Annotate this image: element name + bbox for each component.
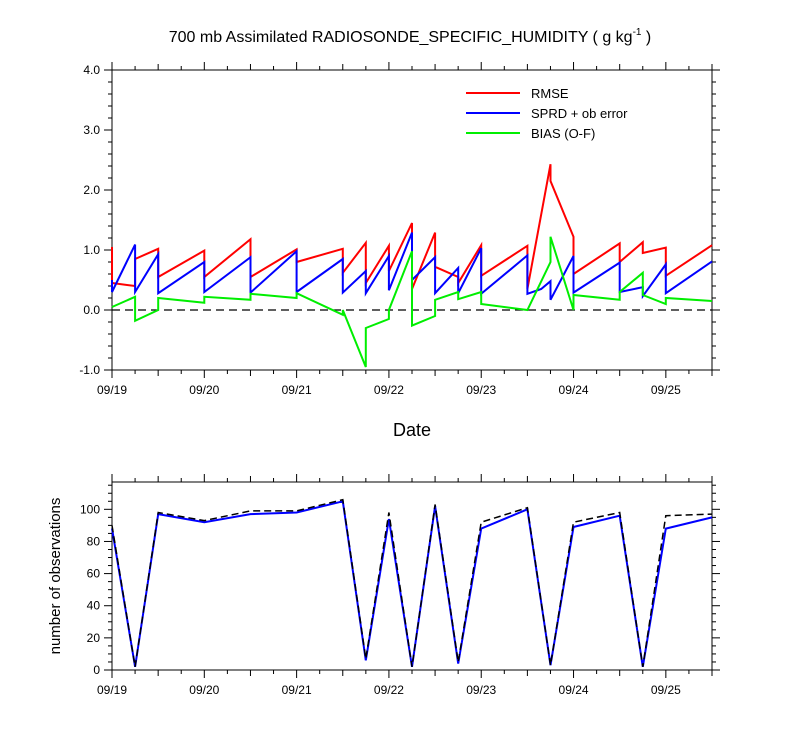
y-tick-label: 100 [80, 502, 100, 516]
y-tick-label: 60 [87, 567, 101, 581]
y-tick-label: 4.0 [83, 63, 100, 77]
x-tick-label: 09/19 [97, 383, 127, 397]
legend-label: RMSE [531, 86, 569, 101]
x-tick-label: 09/23 [466, 683, 496, 697]
panel1-series [111, 164, 713, 368]
x-tick-label: 09/22 [374, 383, 404, 397]
x-tick-label: 09/25 [651, 383, 681, 397]
y-axis-title-observations: number of observations [47, 498, 64, 655]
y-tick-label: 80 [87, 534, 101, 548]
series-line-possible [111, 498, 713, 667]
series-line-used [111, 500, 713, 667]
chart-title-main: 700 mb Assimilated RADIOSONDE_SPECIFIC_H… [169, 29, 633, 46]
panel2-frame [111, 481, 713, 671]
panel1-ticks: 09/19 09/20 09/21 09/22 09/23 09/24 09/25 4.0 3.… [79, 62, 720, 397]
legend-label: BIAS (O-F) [531, 126, 595, 141]
y-tick-label: 40 [87, 599, 101, 613]
y-tick-label: 3.0 [83, 123, 100, 137]
x-tick-label: 09/21 [282, 683, 312, 697]
series-line-sprd-ob-error [111, 232, 713, 301]
legend: RMSE SPRD + ob error BIAS (O-F) [466, 86, 628, 141]
y-tick-label: 0.0 [83, 303, 100, 317]
series-line-bias-o-f [111, 236, 713, 368]
legend-label: SPRD + ob error [531, 106, 628, 121]
x-tick-label: 09/20 [189, 683, 219, 697]
x-tick-label: 09/24 [559, 683, 589, 697]
panel2-series [111, 498, 713, 667]
x-tick-label: 09/23 [466, 383, 496, 397]
chart-title-exponent: -1 [633, 27, 642, 38]
x-tick-label: 09/22 [374, 683, 404, 697]
x-tick-label: 09/19 [97, 683, 127, 697]
chart-title-suffix: ) [641, 29, 651, 46]
x-tick-label: 09/25 [651, 683, 681, 697]
y-tick-label: 20 [87, 631, 101, 645]
y-tick-label: 2.0 [83, 183, 100, 197]
y-tick-label: -1.0 [79, 363, 100, 377]
bias-rmse-panel: 09/19 09/20 09/21 09/22 09/23 09/24 09/25 4.0 3.… [79, 62, 720, 397]
observations-panel: 09/19 09/20 09/21 09/22 09/23 09/24 09/25 100 80… [80, 474, 720, 697]
panel2-ticks: 09/19 09/20 09/21 09/22 09/23 09/24 09/25 100 80… [80, 474, 720, 697]
y-tick-label: 0 [93, 663, 100, 677]
y-tick-label: 1.0 [83, 243, 100, 257]
x-tick-label: 09/24 [559, 383, 589, 397]
x-axis-title: Date [393, 420, 431, 440]
chart-title: 700 mb Assimilated RADIOSONDE_SPECIFIC_H… [169, 27, 652, 46]
x-tick-label: 09/21 [282, 383, 312, 397]
x-tick-label: 09/20 [189, 383, 219, 397]
